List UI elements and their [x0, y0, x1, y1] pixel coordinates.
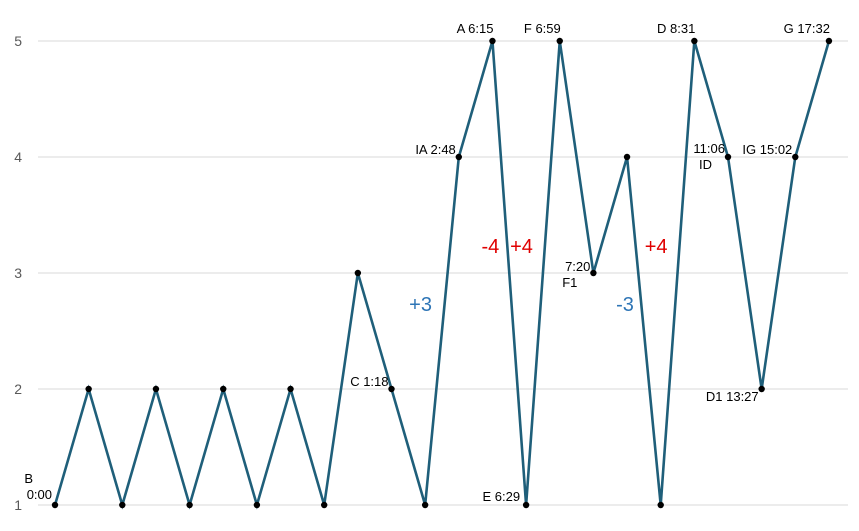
point-label: F 6:59 — [524, 21, 561, 36]
data-point — [691, 37, 698, 45]
data-point — [287, 385, 294, 393]
point-label: 0:00 — [27, 487, 52, 502]
point-label: E 6:29 — [483, 489, 521, 504]
point-label: 7:20 — [565, 259, 590, 274]
point-label: A 6:15 — [457, 21, 494, 36]
point-label: 11:06 — [693, 141, 725, 156]
y-tick-label: 1 — [14, 497, 22, 513]
segment-annotation: +4 — [510, 236, 533, 258]
data-point — [186, 501, 193, 509]
data-point — [556, 37, 563, 45]
segment-annotation: +3 — [409, 294, 432, 316]
segment-annotation: -4 — [481, 236, 499, 258]
point-label: IG 15:02 — [742, 142, 792, 157]
data-point — [119, 501, 126, 509]
data-point — [421, 501, 429, 509]
y-tick-label: 4 — [14, 149, 22, 165]
data-point — [152, 385, 160, 393]
data-point — [51, 501, 59, 509]
point-label: IA 2:48 — [415, 142, 455, 157]
data-point — [388, 385, 395, 393]
data-point — [489, 37, 496, 45]
point-label: F1 — [562, 275, 577, 290]
data-point — [220, 385, 227, 393]
segment-annotation: +4 — [645, 236, 668, 258]
point-label: D1 13:27 — [706, 389, 759, 404]
data-point — [758, 385, 765, 393]
data-point — [590, 269, 597, 277]
y-tick-label: 2 — [14, 381, 22, 397]
data-point — [522, 501, 530, 509]
data-point — [85, 385, 92, 393]
data-point — [724, 153, 732, 161]
segment-annotation: -3 — [616, 294, 634, 316]
point-label: B — [24, 471, 33, 486]
y-tick-label: 3 — [14, 265, 22, 281]
point-label: C 1:18 — [350, 374, 388, 389]
y-tick-label: 5 — [14, 33, 22, 49]
data-point — [455, 153, 462, 161]
data-point — [321, 501, 328, 509]
data-point — [825, 37, 833, 45]
data-point — [657, 501, 664, 509]
data-point — [354, 269, 362, 277]
point-label: D 8:31 — [657, 21, 695, 36]
data-point — [253, 501, 261, 509]
series-line — [53, 40, 831, 510]
data-point — [623, 153, 631, 161]
point-label: G 17:32 — [784, 21, 830, 36]
point-label: ID — [699, 157, 712, 172]
data-point — [792, 153, 799, 161]
